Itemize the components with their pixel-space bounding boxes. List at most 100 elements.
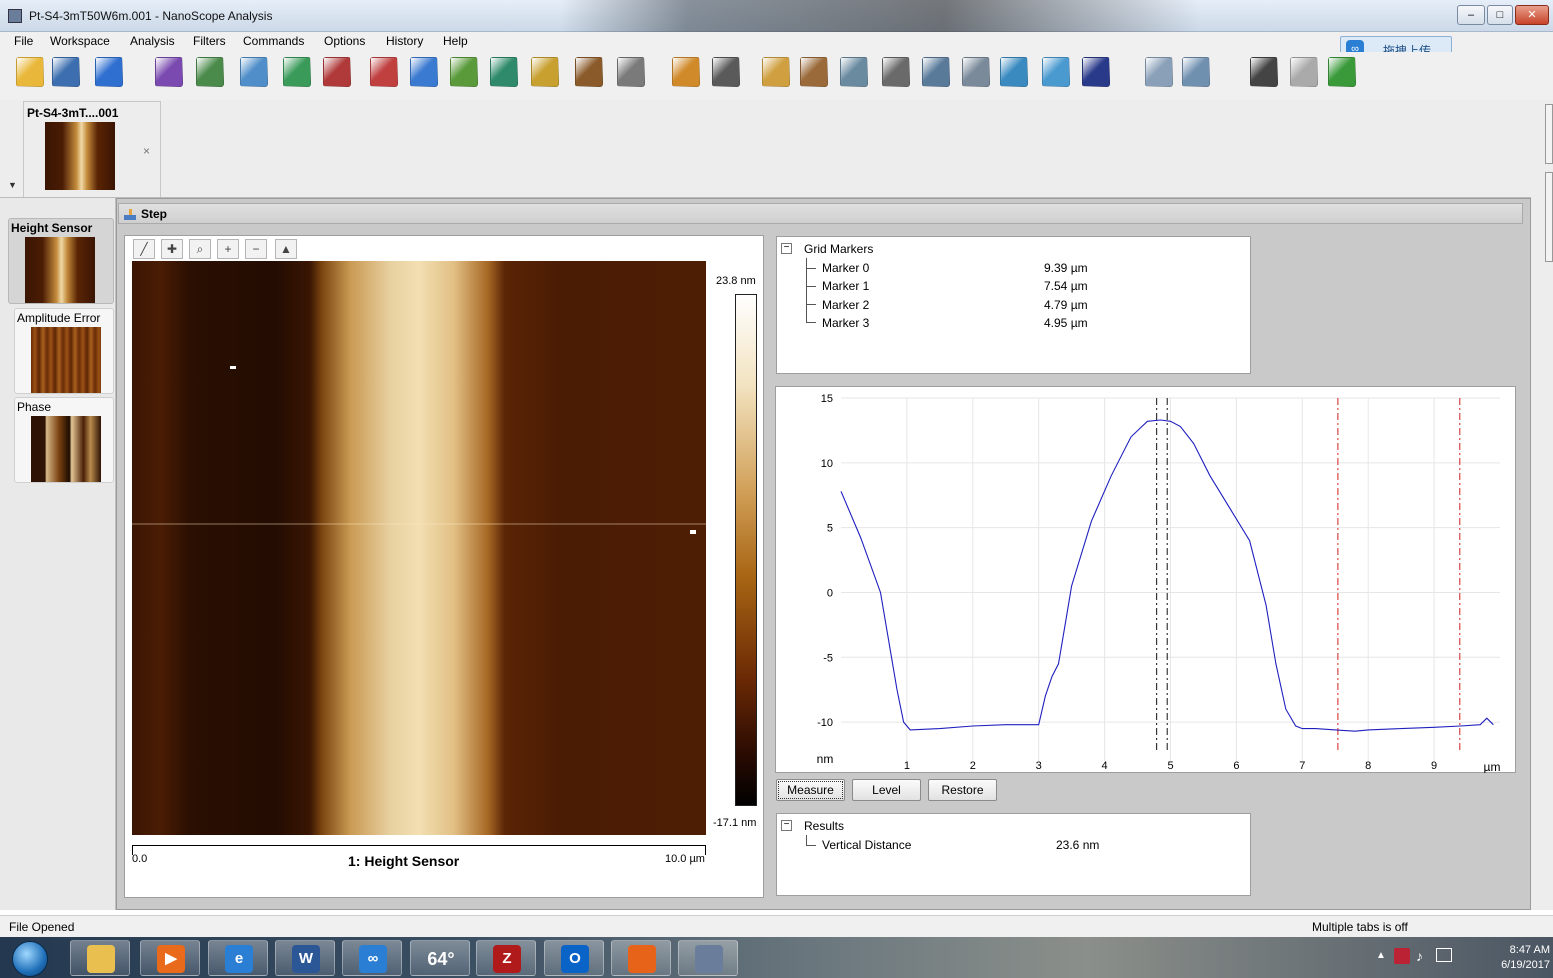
height-icon[interactable] [531,57,559,87]
clock[interactable]: 8:47 AM 6/19/2017 [1484,943,1550,973]
undo-icon[interactable] [1290,57,1318,87]
menu-commands[interactable]: Commands [243,34,305,48]
erase-icon[interactable] [800,57,828,87]
results-panel [776,813,1251,896]
filter-icon[interactable] [882,57,910,87]
y-tick-label: -10 [817,717,833,729]
cut-icon[interactable] [712,57,740,87]
collapse-toggle-icon[interactable]: − [781,820,792,831]
redo-icon[interactable] [1328,57,1356,87]
media-player-icon: ▶ [157,945,185,973]
3d-icon[interactable]: ▲ [275,239,297,259]
afm-height-image[interactable] [132,261,706,835]
channel-amplitude-error[interactable]: Amplitude Error [14,308,114,394]
right-dock [1531,100,1553,910]
channel-phase[interactable]: Phase [14,397,114,483]
pan-icon[interactable]: ✚ [161,239,183,259]
open-icon[interactable] [16,57,44,87]
ruler-icon[interactable]: ╱ [133,239,155,259]
color-icon[interactable] [410,57,438,87]
taskbar-baidu-cloud-icon[interactable]: ∞ [342,940,402,976]
3d-rotate-icon[interactable] [1082,57,1110,87]
3d-view-icon[interactable] [196,57,224,87]
x-tick-label: 3 [1036,760,1042,772]
menu-file[interactable]: File [14,34,34,48]
menu-help[interactable]: Help [443,34,468,48]
save-icon[interactable] [52,57,80,87]
y-tick-label: -5 [823,652,833,664]
volume-icon[interactable]: ♪ [1416,948,1423,964]
surface-icon[interactable] [240,57,268,87]
flatten-icon[interactable] [962,57,990,87]
internet-explorer-icon: e [225,945,253,973]
bearing-icon[interactable] [490,57,518,87]
layout-icon[interactable] [1182,57,1210,87]
step-icon[interactable] [450,57,478,87]
measure-button[interactable]: Measure [776,779,845,801]
menu-history[interactable]: History [386,34,424,48]
taskbar-word-icon[interactable]: W [275,940,335,976]
close-button[interactable]: ✕ [1515,5,1549,25]
help-icon[interactable] [95,57,123,87]
x-tick-label: 8 [1365,760,1371,772]
image-view-icon[interactable] [155,57,183,87]
collapse-toggle-icon[interactable]: − [781,243,792,254]
taskbar-filezilla-icon[interactable]: Z [476,940,536,976]
title-bar-background [560,0,1200,32]
taskbar-firefox-icon[interactable] [611,940,671,976]
menu-filters[interactable]: Filters [193,34,226,48]
fft-icon[interactable] [1145,57,1173,87]
dock-tab[interactable] [1545,172,1553,262]
roughness-icon[interactable] [575,57,603,87]
firefox-icon [628,945,656,973]
menu-analysis[interactable]: Analysis [130,34,175,48]
taskbar-weather-icon[interactable]: 64° [410,940,470,976]
colorbar-min-label: -17.1 nm [713,817,757,829]
close-tab-icon[interactable]: × [143,144,151,158]
level-button[interactable]: Level [852,779,921,801]
afm-stripe-pattern [132,261,706,835]
section-icon[interactable] [283,57,311,87]
crop-icon[interactable] [762,57,790,87]
zoom-in-icon[interactable]: + [217,239,239,259]
stack-icon[interactable] [1042,57,1070,87]
book-icon[interactable] [1250,57,1278,87]
document-tab[interactable]: Pt-S4-3mT....001 × [23,101,161,197]
taskbar-explorer-icon[interactable] [70,940,130,976]
result-name: Vertical Distance [822,838,912,852]
zoom-icon[interactable]: ⌕ [189,239,211,259]
minimize-button[interactable]: – [1457,5,1485,25]
tree-line [806,835,807,845]
maximize-button[interactable]: □ [1487,5,1513,25]
menu-options[interactable]: Options [324,34,366,48]
zoom-icon[interactable] [323,57,351,87]
spectrum-icon[interactable] [370,57,398,87]
profile-chart[interactable]: 1 2 3 4 5 6 7 8 9 15 10 5 0 -5 -10 nm µm [775,386,1516,773]
network-icon[interactable] [1436,948,1452,962]
plane-fit-icon[interactable] [840,57,868,87]
channel-thumbnail [31,327,101,393]
channel-height-sensor[interactable]: Height Sensor [8,218,114,304]
start-button[interactable] [12,941,48,977]
filter-matrix-icon[interactable] [922,57,950,87]
taskbar-internet-explorer-icon[interactable]: e [208,940,268,976]
y-tick-label: 15 [821,393,833,405]
tray-expand-icon[interactable]: ▲ [1376,950,1386,961]
menu-workspace[interactable]: Workspace [50,34,110,48]
tab-list-dropdown-icon[interactable]: ▼ [8,180,17,190]
taskbar-outlook-icon[interactable]: O [544,940,604,976]
action-center-icon[interactable] [1394,948,1410,964]
lowpass-icon[interactable] [1000,57,1028,87]
zoom-out-icon[interactable]: − [245,239,267,259]
restore-button[interactable]: Restore [928,779,997,801]
particle-icon[interactable] [617,57,645,87]
marker-name: Marker 1 [822,279,870,293]
taskbar-media-player-icon[interactable]: ▶ [140,940,200,976]
grid-markers-panel [776,236,1251,374]
depth-icon[interactable] [672,57,700,87]
channel-label: Phase [17,400,52,414]
dock-tab[interactable] [1545,104,1553,164]
explorer-icon [87,945,115,973]
menu-bar: File Workspace Analysis Filters Commands… [0,32,1553,52]
taskbar-nanoscope-icon[interactable] [678,940,738,976]
